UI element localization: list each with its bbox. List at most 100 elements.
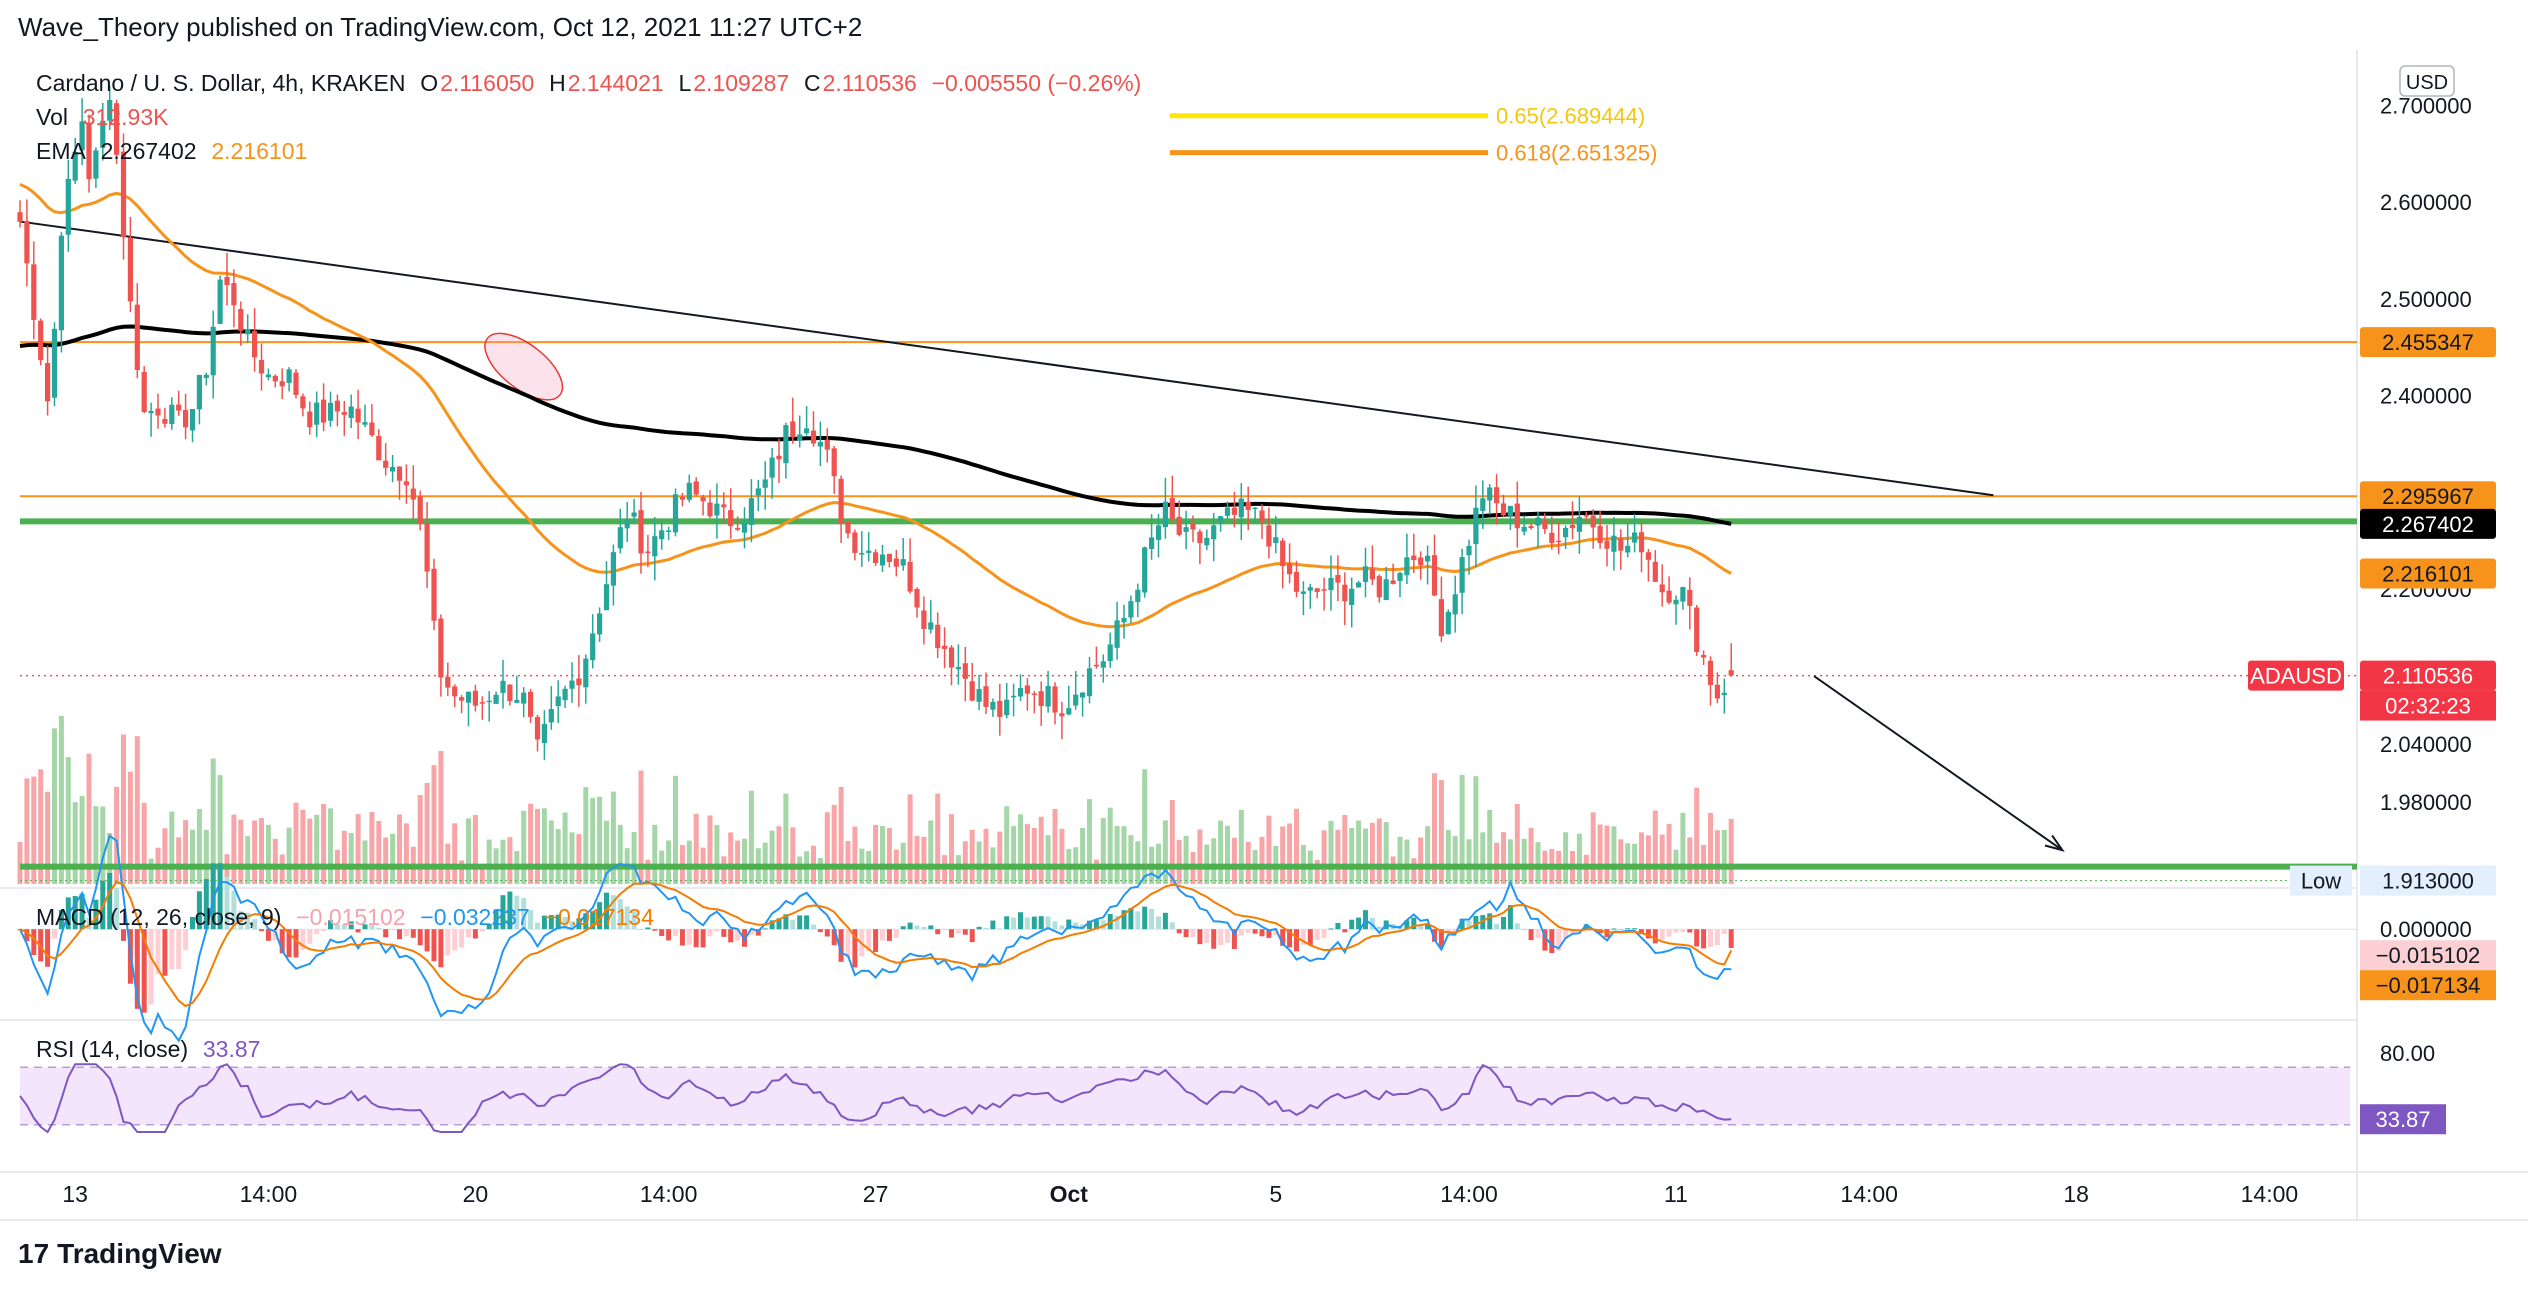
volume-bar [1432,773,1437,884]
volume-bar [707,815,713,884]
fib-level-label-0.65: 0.65(2.689444) [1496,104,1645,129]
candle-body [210,326,216,376]
candle-body [886,553,892,562]
volume-bar [583,787,589,884]
volume-bar [355,814,361,884]
candle-body [1128,601,1134,618]
candle-body [196,374,202,410]
candle-body [893,558,899,567]
macd-hist-bar [1307,929,1313,946]
volume-bar [535,808,540,884]
macd-hist-bar [1176,929,1182,934]
time-label-3: 14:00 [640,1181,698,1207]
tradingview-brand[interactable]: 17 TradingView [18,1238,222,1270]
volume-bar [604,820,609,884]
macd-hist-bar [403,929,409,937]
macd-hist-bar [334,924,340,930]
ema-value-long: 2.267402 [100,138,197,164]
macd-hist-bar [1632,928,1638,930]
macd-hist-bar [852,929,858,968]
candle-body [693,481,699,495]
macd-hist-bar [949,929,954,938]
volume-bar [576,834,582,884]
candle-body [314,402,320,425]
volume-bar [452,823,458,884]
candle-body [652,536,658,557]
candle-body [990,701,996,710]
candle-body [1004,699,1010,716]
candle-body [1155,525,1162,540]
volume-bar [169,811,175,884]
candle-body [362,422,368,425]
candle-body [976,689,982,702]
volume-bar [1225,825,1230,884]
macd-hist-bar [1314,929,1320,940]
volume-bar [1680,812,1686,884]
candle-body [176,404,182,411]
low-value: 2.109287 [693,70,790,96]
macd-hist-bar [721,929,727,937]
volume-bar [1473,776,1479,884]
volume-bar [1438,780,1444,884]
macd-hist-bar [1687,929,1693,933]
candle-body [610,552,616,586]
volume-bar [997,831,1003,884]
candle-body [169,404,175,424]
candle-body [597,613,603,635]
macd-hist-bar [893,929,899,938]
volume-label: Vol [36,104,68,130]
volume-bar [1535,842,1541,884]
candle-body [983,686,989,707]
time-label-10: 18 [2063,1181,2089,1207]
volume-bar [65,757,71,884]
volume-bar [1452,836,1458,884]
candle-body [486,700,492,703]
publish-header: Wave_Theory published on TradingView.com… [18,12,863,42]
macd-hist-bar [1404,920,1410,930]
macd-hist-bar [1038,916,1044,930]
candle-body [1707,660,1714,685]
macd-line-value: −0.032237 [420,904,530,930]
macd-hist-bar [1666,929,1672,937]
macd-hist-bar [1452,929,1458,932]
volume-bar [1528,827,1534,884]
macd-hist-bar [445,929,451,956]
volume-bar [1445,829,1451,884]
candle-body [438,618,444,678]
volume-bar [79,796,85,884]
volume-bar [555,829,561,884]
volume-bar [521,810,527,884]
price-label-box-2.455347 [2360,327,2496,358]
volume-bar [1294,808,1299,884]
macd-hist-bar [383,929,389,938]
candle-body [1638,532,1645,553]
candle-body [755,488,761,496]
macd-hist-bar [1356,917,1362,930]
candle-body [1356,582,1362,588]
volume-bar [459,860,465,884]
macd-hist-bar [1287,929,1293,948]
macd-hist-bar [1156,916,1161,930]
macd-hist-bar [1652,929,1658,944]
volume-bar [86,753,92,884]
volume-bar [286,827,292,884]
candle-body [631,512,637,517]
candle-body [286,369,292,383]
candle-body [721,504,727,508]
volume-bar [962,841,968,884]
macd-hist-bar [148,929,154,1005]
volume-bar [1245,841,1251,884]
volume-bar [1018,814,1023,884]
macd-legend: MACD (12, 26, close, 9) −0.015102 −0.032… [36,904,656,931]
macd-hist-bar [693,929,699,948]
volume-bar [1162,820,1168,884]
close-value: 2.110536 [822,70,917,96]
candle-body [31,264,37,320]
volume-bar [1328,820,1334,884]
candle-body [1728,670,1734,676]
candle-body [1190,523,1196,530]
candle-body [659,530,665,540]
candle-body [1397,572,1403,581]
macd-hist-bar [673,929,678,937]
